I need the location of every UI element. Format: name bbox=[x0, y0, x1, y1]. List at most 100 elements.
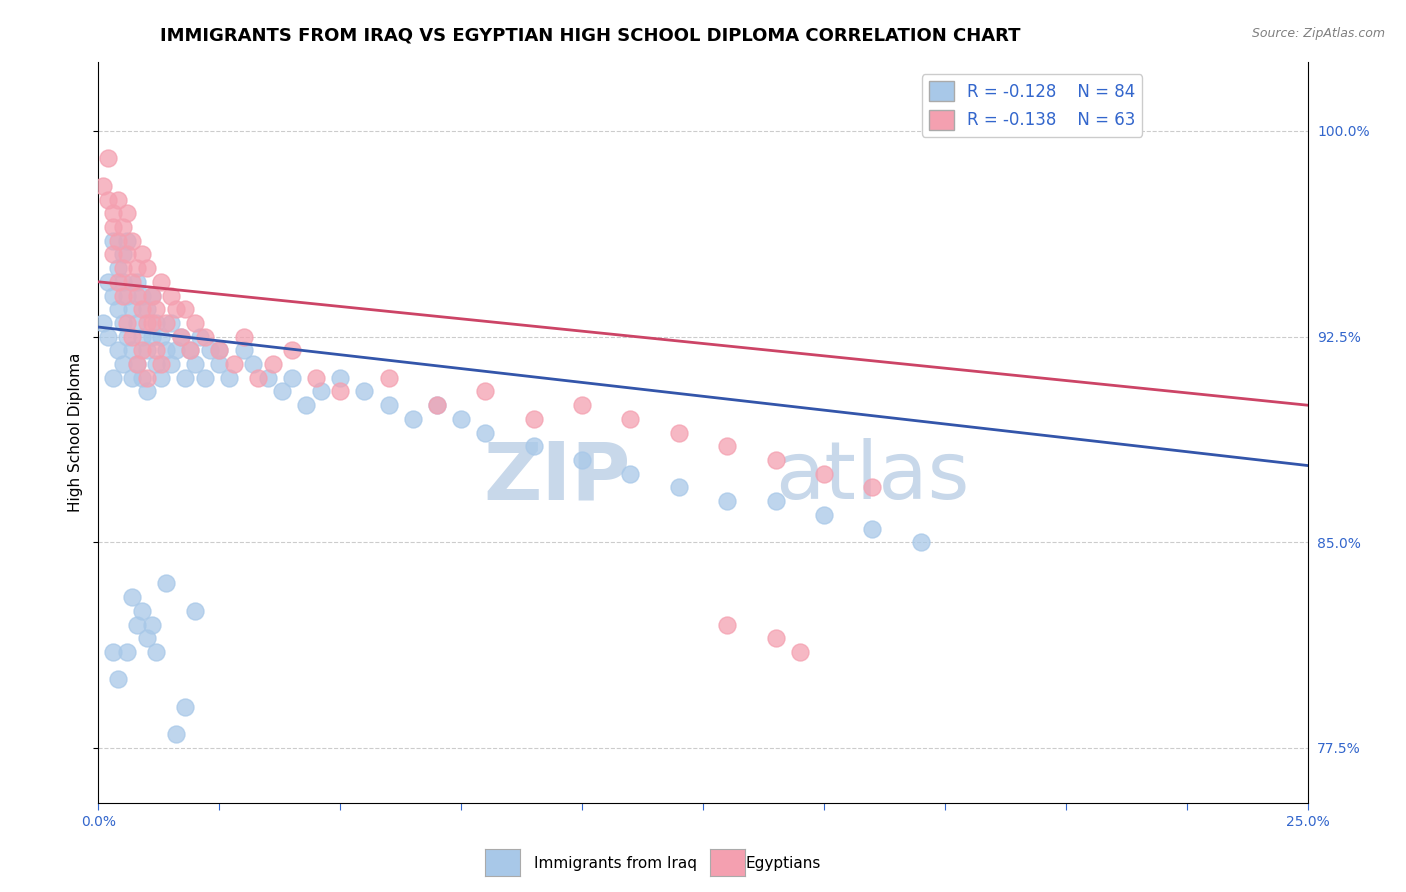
Point bbox=[218, 371, 240, 385]
Point bbox=[169, 329, 191, 343]
Point bbox=[107, 261, 129, 276]
Point bbox=[131, 302, 153, 317]
Point bbox=[121, 329, 143, 343]
Text: atlas: atlas bbox=[776, 438, 970, 516]
Point bbox=[184, 604, 207, 618]
Point bbox=[860, 522, 883, 536]
Point bbox=[141, 288, 163, 302]
Legend: R = -0.128    N = 84, R = -0.138    N = 63: R = -0.128 N = 84, R = -0.138 N = 63 bbox=[922, 74, 1142, 136]
Point bbox=[135, 261, 157, 276]
Point bbox=[117, 247, 139, 261]
Point bbox=[135, 384, 157, 399]
Point bbox=[107, 673, 129, 687]
Point bbox=[131, 247, 153, 261]
Point bbox=[765, 632, 787, 646]
Point bbox=[127, 357, 149, 371]
Point bbox=[281, 371, 304, 385]
Point bbox=[295, 398, 318, 412]
Point bbox=[571, 398, 593, 412]
Point bbox=[160, 357, 183, 371]
Point bbox=[329, 384, 352, 399]
Point bbox=[450, 412, 472, 426]
Point bbox=[101, 206, 124, 220]
Point bbox=[160, 288, 183, 302]
Point bbox=[813, 467, 835, 481]
Point bbox=[121, 371, 143, 385]
Point bbox=[107, 234, 129, 248]
Point bbox=[127, 357, 149, 371]
Point bbox=[127, 617, 149, 632]
Point bbox=[101, 288, 124, 302]
Point bbox=[910, 535, 932, 549]
Point bbox=[184, 316, 207, 330]
Point bbox=[91, 178, 114, 193]
Point bbox=[111, 288, 134, 302]
Y-axis label: High School Diploma: High School Diploma bbox=[67, 353, 83, 512]
Point bbox=[208, 343, 231, 358]
Point bbox=[716, 617, 738, 632]
Point bbox=[377, 398, 399, 412]
Point bbox=[121, 275, 143, 289]
Point bbox=[426, 398, 449, 412]
Point bbox=[271, 384, 294, 399]
Point bbox=[101, 371, 124, 385]
Point bbox=[402, 412, 425, 426]
Point bbox=[145, 343, 167, 358]
Point bbox=[155, 343, 177, 358]
Point bbox=[174, 699, 197, 714]
Point bbox=[117, 206, 139, 220]
Point bbox=[121, 343, 143, 358]
Point bbox=[155, 576, 177, 591]
Point bbox=[165, 302, 187, 317]
Point bbox=[117, 645, 139, 659]
Point bbox=[131, 288, 153, 302]
Point bbox=[377, 371, 399, 385]
Point bbox=[305, 371, 328, 385]
Point bbox=[329, 371, 352, 385]
Point bbox=[97, 193, 120, 207]
Point bbox=[571, 453, 593, 467]
Point bbox=[145, 302, 167, 317]
Point bbox=[101, 645, 124, 659]
Point bbox=[765, 494, 787, 508]
Point bbox=[208, 343, 231, 358]
Point bbox=[145, 357, 167, 371]
Point bbox=[101, 234, 124, 248]
Point bbox=[127, 288, 149, 302]
Point bbox=[353, 384, 375, 399]
Point bbox=[135, 371, 157, 385]
Point bbox=[111, 247, 134, 261]
Point bbox=[256, 371, 278, 385]
Point bbox=[174, 302, 197, 317]
Point bbox=[523, 412, 546, 426]
Point bbox=[127, 316, 149, 330]
Point bbox=[131, 371, 153, 385]
Point bbox=[222, 357, 245, 371]
Point bbox=[127, 275, 149, 289]
Text: IMMIGRANTS FROM IRAQ VS EGYPTIAN HIGH SCHOOL DIPLOMA CORRELATION CHART: IMMIGRANTS FROM IRAQ VS EGYPTIAN HIGH SC… bbox=[160, 27, 1021, 45]
Point bbox=[165, 343, 187, 358]
Point bbox=[247, 371, 270, 385]
Point bbox=[141, 316, 163, 330]
Text: Source: ZipAtlas.com: Source: ZipAtlas.com bbox=[1251, 27, 1385, 40]
Point bbox=[188, 329, 211, 343]
Point bbox=[117, 288, 139, 302]
Point bbox=[145, 645, 167, 659]
Point bbox=[121, 302, 143, 317]
Point bbox=[160, 316, 183, 330]
Point bbox=[91, 316, 114, 330]
Point bbox=[107, 193, 129, 207]
Point bbox=[131, 329, 153, 343]
Point bbox=[111, 357, 134, 371]
Point bbox=[813, 508, 835, 522]
Point bbox=[281, 343, 304, 358]
Text: Egyptians: Egyptians bbox=[745, 856, 821, 871]
Point bbox=[716, 439, 738, 453]
Point bbox=[789, 645, 811, 659]
Point bbox=[179, 343, 201, 358]
Point bbox=[716, 494, 738, 508]
Text: Immigrants from Iraq: Immigrants from Iraq bbox=[534, 856, 697, 871]
Point bbox=[208, 357, 231, 371]
Point bbox=[668, 425, 690, 440]
Point bbox=[111, 275, 134, 289]
